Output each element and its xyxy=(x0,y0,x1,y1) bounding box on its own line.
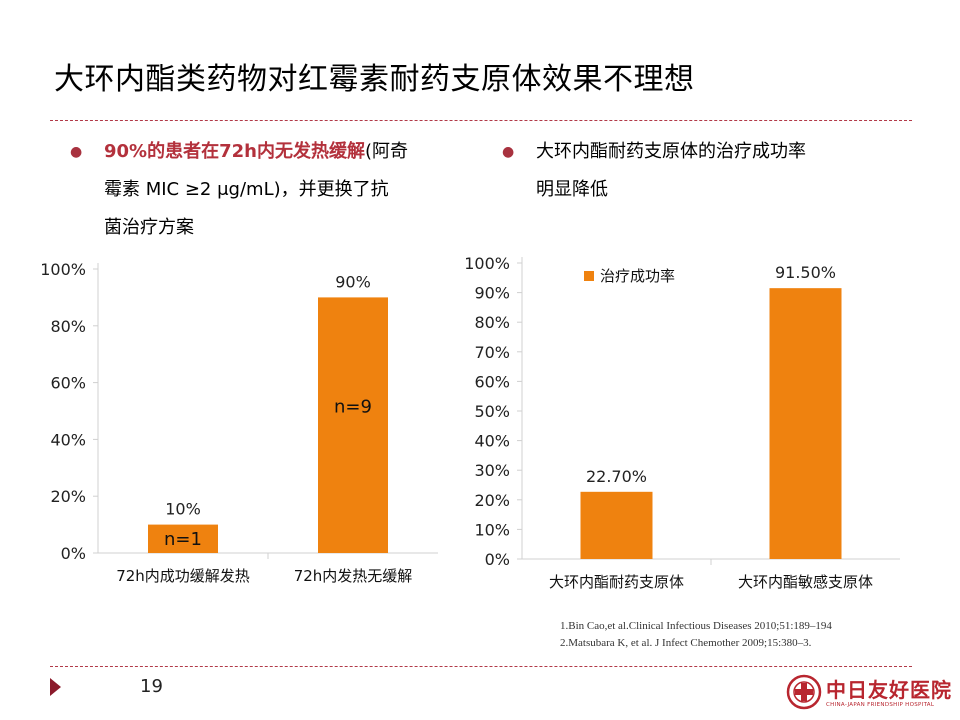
chart-fever-resolution: 0% 20% 40% 60% 80% 100% 10% n=1 72h内成功缓解发热 90% n=9… xyxy=(40,260,438,585)
y-tick-label: 30% xyxy=(474,461,510,480)
y-tick-label: 60% xyxy=(50,374,86,393)
bar-inner-label: n=9 xyxy=(334,396,372,417)
data-label: 10% xyxy=(165,500,201,519)
reference-item: 1.Bin Cao,et al.Clinical Infectious Dise… xyxy=(560,620,832,632)
y-tick-label: 80% xyxy=(474,313,510,332)
y-tick-label: 100% xyxy=(40,260,86,279)
bar xyxy=(318,297,388,553)
page-title: 大环内酯类药物对红霉素耐药支原体效果不理想 xyxy=(54,62,695,97)
bar xyxy=(769,288,842,559)
y-tick-label: 40% xyxy=(474,432,510,451)
y-tick-label: 80% xyxy=(50,317,86,336)
data-label: 90% xyxy=(335,272,371,291)
left-bullet: ● 90%的患者在72h内无发热缓解(阿奇 霉素 MIC ≥2 μg/mL)，并… xyxy=(70,133,408,247)
bullet-dot-icon: ● xyxy=(70,144,83,160)
data-label: 22.70% xyxy=(586,467,647,486)
bullet-text: 菌治疗方案 xyxy=(104,217,194,238)
top-divider xyxy=(50,120,912,121)
hospital-emblem-icon xyxy=(786,674,822,710)
y-tick-label: 0% xyxy=(485,550,510,569)
bar-inner-label: n=1 xyxy=(164,529,202,550)
y-tick-label: 20% xyxy=(50,487,86,506)
x-category-label: 72h内成功缓解发热 xyxy=(116,567,250,585)
y-tick-label: 70% xyxy=(474,343,510,362)
x-category-label: 大环内酯敏感支原体 xyxy=(738,573,873,591)
reference-item: 2.Matsubara K, et al. J Infect Chemother… xyxy=(560,637,812,649)
bullet-text: 明显降低 xyxy=(536,179,608,200)
bullet-highlight: 90%的患者在72h内无发热缓解 xyxy=(104,141,365,162)
logo-name: 中日友好医院 xyxy=(826,678,952,702)
nav-arrow-icon[interactable] xyxy=(50,678,61,696)
bullet-dot-icon: ● xyxy=(502,144,515,160)
data-label: 91.50% xyxy=(775,263,836,282)
y-tick-label: 40% xyxy=(50,430,86,449)
x-category-label: 大环内酯耐药支原体 xyxy=(549,573,684,591)
y-tick-label: 20% xyxy=(474,491,510,510)
bullet-text: 霉素 MIC ≥2 μg/mL)，并更换了抗 xyxy=(104,179,389,200)
x-category-label: 72h内发热无缓解 xyxy=(294,567,413,585)
bottom-divider xyxy=(50,666,912,667)
y-tick-label: 10% xyxy=(474,520,510,539)
bar xyxy=(148,524,218,553)
page-number: 19 xyxy=(140,676,163,697)
bullet-text: (阿奇 xyxy=(364,141,408,162)
y-tick-label: 90% xyxy=(474,284,510,303)
right-bullet: ● 大环内酯耐药支原体的治疗成功率 明显降低 xyxy=(502,133,806,209)
y-tick-label: 60% xyxy=(474,372,510,391)
references: 1.Bin Cao,et al.Clinical Infectious Dise… xyxy=(560,618,832,652)
legend-swatch xyxy=(584,271,594,281)
bar xyxy=(580,491,653,559)
y-tick-label: 50% xyxy=(474,402,510,421)
bullet-text: 大环内酯耐药支原体的治疗成功率 xyxy=(536,141,806,162)
hospital-logo: 中日友好医院 CHINA-JAPAN FRIENDSHIP HOSPITAL xyxy=(786,672,951,716)
logo-subtitle: CHINA-JAPAN FRIENDSHIP HOSPITAL xyxy=(826,702,935,708)
y-tick-label: 100% xyxy=(464,254,510,273)
legend-label: 治疗成功率 xyxy=(600,267,675,285)
chart-treatment-success: 0% 10% 20% 30% 40% 50% 60% 70% 80% 90% 100% 22.70% 大… xyxy=(464,254,900,591)
y-tick-label: 0% xyxy=(61,544,86,563)
